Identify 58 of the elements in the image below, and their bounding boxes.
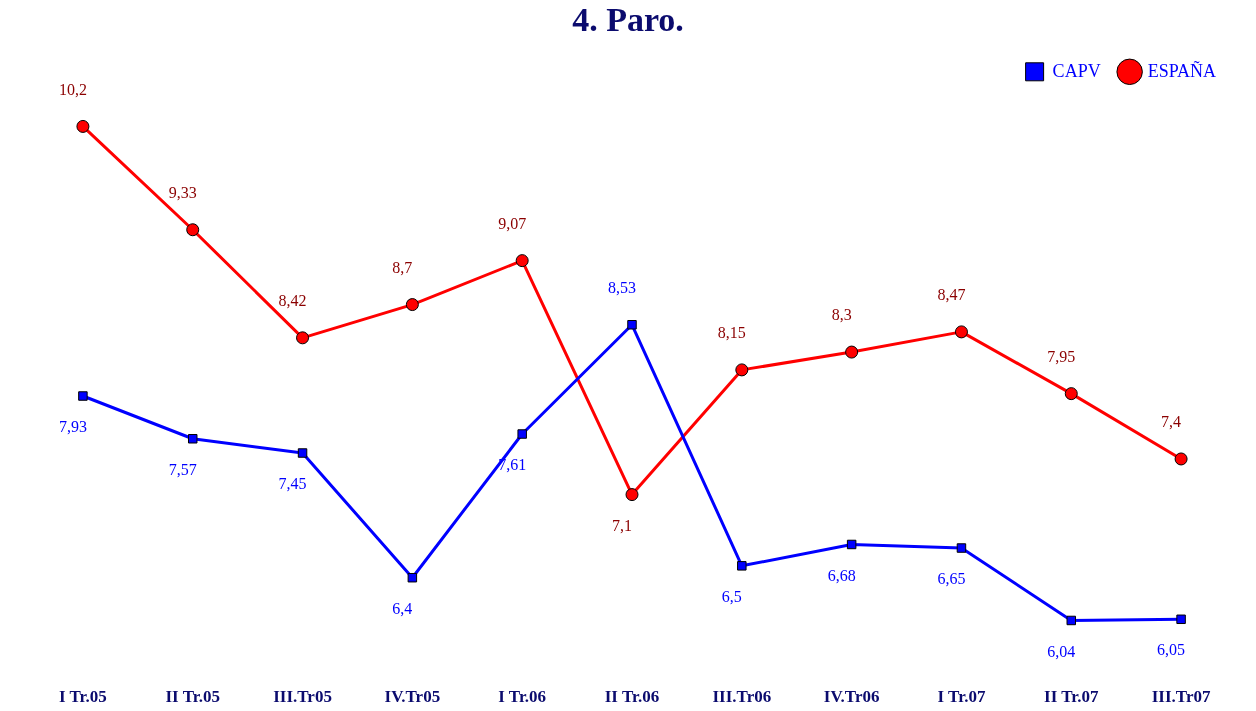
x-tick-label: I Tr.06 <box>498 687 547 707</box>
data-label: 7,57 <box>168 460 197 478</box>
point <box>515 254 529 268</box>
point <box>845 345 859 359</box>
point <box>735 363 749 377</box>
legend-label: ESPAÑA <box>1147 59 1217 81</box>
data-label: 7,61 <box>498 456 527 474</box>
data-label: 10,2 <box>58 80 87 98</box>
x-tick-label: IV.Tr05 <box>384 687 441 707</box>
x-tick-label: II Tr.07 <box>1044 687 1100 707</box>
x-tick-label: III.Tr07 <box>1151 687 1211 707</box>
data-label: 6,5 <box>721 588 742 606</box>
point <box>186 223 200 237</box>
data-label: 7,93 <box>58 418 87 436</box>
x-tick-label: I Tr.07 <box>937 687 986 707</box>
legend-label: CAPV <box>1052 60 1101 81</box>
point <box>1174 452 1188 466</box>
point <box>627 320 637 330</box>
point <box>78 391 88 401</box>
chart-title: 4. Paro. <box>572 1 684 39</box>
x-tick-label: I Tr.05 <box>58 687 107 707</box>
point <box>1066 615 1077 626</box>
data-label: 7,4 <box>1161 413 1182 431</box>
data-label: 8,47 <box>937 286 966 304</box>
data-label: 8,3 <box>831 306 852 324</box>
data-label: 9,33 <box>168 183 197 201</box>
point <box>405 298 419 312</box>
point <box>954 325 968 339</box>
data-label: 6,68 <box>827 566 856 584</box>
data-label: 6,05 <box>1157 641 1186 659</box>
point <box>296 331 310 345</box>
point <box>187 434 198 444</box>
data-label: 7,95 <box>1047 347 1076 365</box>
data-label: 8,42 <box>278 292 307 310</box>
data-label: 8,7 <box>392 258 413 276</box>
point <box>956 543 967 553</box>
data-label: 8,53 <box>608 278 636 296</box>
x-tick-label: III.Tr05 <box>273 687 332 707</box>
x-tick-label: III.Tr06 <box>712 687 772 707</box>
data-label: 6,04 <box>1047 642 1076 660</box>
point <box>1176 614 1186 625</box>
point <box>625 488 639 502</box>
point <box>407 572 418 583</box>
point <box>846 539 857 550</box>
data-label: 6,65 <box>937 570 966 588</box>
point <box>737 561 747 571</box>
point <box>517 429 527 439</box>
data-label: 7,45 <box>278 475 307 493</box>
x-tick-label: II Tr.06 <box>604 687 660 707</box>
data-label: 6,4 <box>392 599 413 617</box>
point <box>1064 387 1078 401</box>
data-label: 8,15 <box>717 324 746 342</box>
point <box>297 448 308 458</box>
point <box>76 119 90 133</box>
data-label: 7,1 <box>612 516 632 534</box>
x-tick-label: IV.Tr06 <box>823 687 880 707</box>
x-tick-label: II Tr.05 <box>165 687 220 707</box>
data-label: 9,07 <box>498 214 527 232</box>
